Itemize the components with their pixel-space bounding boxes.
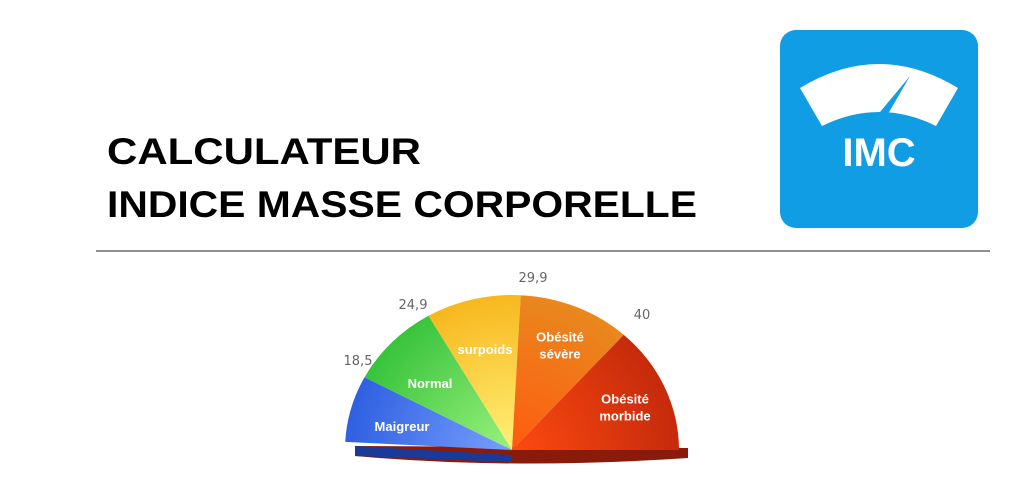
gauge-segment — [345, 377, 512, 450]
gauge-segment — [364, 315, 512, 450]
title-line: INDICE MASSE CORPORELLE — [107, 184, 697, 225]
threshold-label: 40 — [634, 308, 651, 323]
logo-gauge — [800, 64, 958, 126]
logo-label: IMC — [842, 131, 915, 175]
segment-label: morbide — [599, 409, 650, 424]
logo: IMC — [780, 30, 978, 228]
threshold-label: 18,5 — [344, 354, 373, 369]
gauge-segment — [512, 334, 679, 450]
segment-label: Maigreur — [375, 419, 430, 434]
segment-label: surpoids — [458, 342, 513, 357]
threshold-label: 24,9 — [399, 298, 428, 313]
segment-label: Obésité — [601, 392, 649, 407]
segment-label: sévère — [539, 347, 580, 362]
segment-label: Obésité — [536, 330, 584, 345]
gauge-segment — [512, 295, 624, 450]
title-line: CALCULATEUR — [107, 131, 421, 172]
segment-label: Normal — [408, 376, 453, 391]
gauge: Maigreur Normal surpoids Obésité sévère Obési… — [344, 271, 688, 464]
gauge-segment — [428, 295, 521, 450]
gauge-base — [355, 446, 512, 462]
logo-bg — [780, 30, 978, 228]
logo-needle — [880, 76, 910, 114]
threshold-label: 29,9 — [519, 271, 548, 286]
